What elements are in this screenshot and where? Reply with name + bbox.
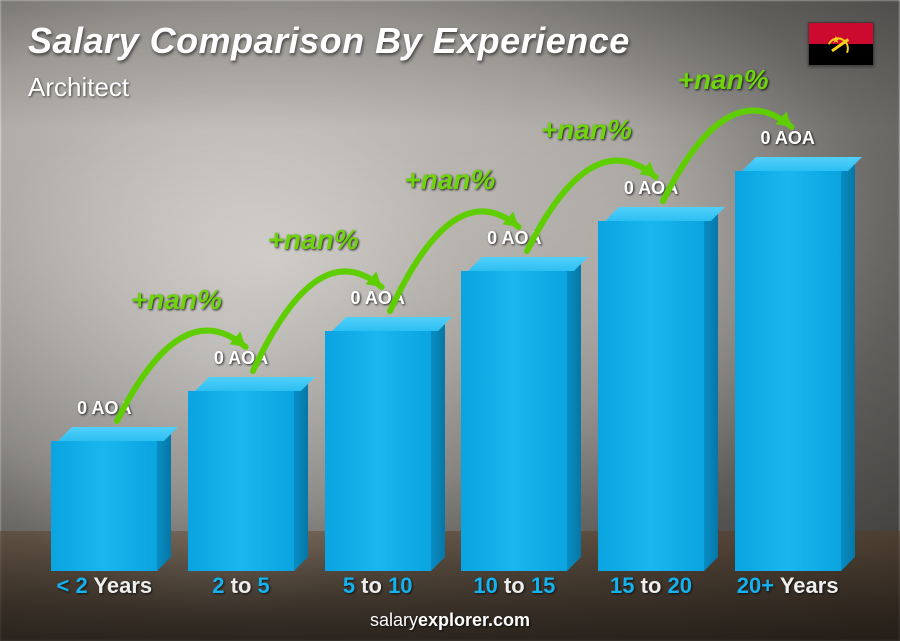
bar-value-label: 0 AOA xyxy=(624,178,678,199)
bar-value-label: 0 AOA xyxy=(214,348,268,369)
growth-delta-label: +nan% xyxy=(541,114,632,146)
bar-top xyxy=(332,317,452,331)
xlabel-pre: 10 xyxy=(473,573,497,598)
bar-slot: 0 AOA15 to 20 xyxy=(583,131,720,571)
bar-slot: 0 AOA10 to 15 xyxy=(446,131,583,571)
bar-x-label: 2 to 5 xyxy=(173,573,310,599)
bar-face xyxy=(51,441,157,571)
bar-slot: 0 AOA20+ Years xyxy=(719,131,856,571)
bar-top xyxy=(742,157,862,171)
xlabel-pre: 20+ xyxy=(737,573,774,598)
chart-canvas: Salary Comparison By Experience Architec… xyxy=(0,0,900,641)
xlabel-mid: to xyxy=(355,573,388,598)
bar-face xyxy=(735,171,841,571)
xlabel-mid: to xyxy=(635,573,668,598)
xlabel-pre: < 2 xyxy=(57,573,88,598)
flag-angola: ★ xyxy=(808,22,874,66)
bar-chart: 0 AOA< 2 Years0 AOA2 to 50 AOA5 to 100 A… xyxy=(36,95,856,595)
footer-suffix: explorer.com xyxy=(418,610,530,630)
bar-side xyxy=(157,427,171,571)
xlabel-post: 10 xyxy=(388,573,412,598)
growth-delta-label: +nan% xyxy=(131,284,222,316)
bar-side xyxy=(294,377,308,571)
bar xyxy=(188,391,294,571)
bar-top xyxy=(58,427,178,441)
xlabel-mid: to xyxy=(225,573,258,598)
bar-value-label: 0 AOA xyxy=(761,128,815,149)
xlabel-pre: 5 xyxy=(343,573,355,598)
bar xyxy=(461,271,567,571)
xlabel-mid: to xyxy=(498,573,531,598)
bar-slot: 0 AOA< 2 Years xyxy=(36,131,173,571)
bar xyxy=(51,441,157,571)
bars-container: 0 AOA< 2 Years0 AOA2 to 50 AOA5 to 100 A… xyxy=(36,131,856,571)
chart-title: Salary Comparison By Experience xyxy=(28,20,630,62)
xlabel-post: 20 xyxy=(668,573,692,598)
xlabel-pre: 15 xyxy=(610,573,634,598)
bar-face xyxy=(188,391,294,571)
bar-x-label: 10 to 15 xyxy=(446,573,583,599)
bar-slot: 0 AOA2 to 5 xyxy=(173,131,310,571)
bar xyxy=(325,331,431,571)
growth-delta-label: +nan% xyxy=(404,164,495,196)
bar-face xyxy=(598,221,704,571)
bar-face xyxy=(325,331,431,571)
flag-emblem: ★ xyxy=(828,31,854,57)
growth-delta-label: +nan% xyxy=(678,64,769,96)
bar-top xyxy=(468,257,588,271)
xlabel-post: 15 xyxy=(531,573,555,598)
xlabel-pre: 2 xyxy=(212,573,224,598)
bar-side xyxy=(431,317,445,571)
xlabel-post: Years xyxy=(774,573,838,598)
bar-value-label: 0 AOA xyxy=(351,288,405,309)
bar-x-label: 5 to 10 xyxy=(309,573,446,599)
bar-top xyxy=(195,377,315,391)
bar-value-label: 0 AOA xyxy=(487,228,541,249)
xlabel-post: 5 xyxy=(258,573,270,598)
bar xyxy=(735,171,841,571)
bar-side xyxy=(704,207,718,571)
bar-x-label: < 2 Years xyxy=(36,573,173,599)
footer-credit: salaryexplorer.com xyxy=(0,610,900,631)
bar-side xyxy=(567,257,581,571)
bar-x-label: 15 to 20 xyxy=(583,573,720,599)
growth-delta-label: +nan% xyxy=(268,224,359,256)
footer-prefix: salary xyxy=(370,610,418,630)
bar-face xyxy=(461,271,567,571)
bar-slot: 0 AOA5 to 10 xyxy=(309,131,446,571)
bar-top xyxy=(605,207,725,221)
flag-star-icon: ★ xyxy=(831,36,840,46)
bar-x-label: 20+ Years xyxy=(719,573,856,599)
bar-side xyxy=(841,157,855,571)
xlabel-post: Years xyxy=(88,573,152,598)
bar xyxy=(598,221,704,571)
bar-value-label: 0 AOA xyxy=(77,398,131,419)
